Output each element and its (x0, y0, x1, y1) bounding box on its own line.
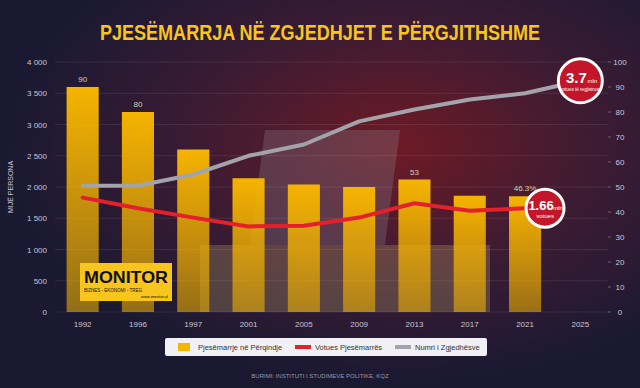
line (83, 198, 525, 227)
y2-tick-label: 40 (616, 208, 625, 217)
x-tick-label: 2021 (516, 320, 534, 329)
y2-tick-label: 10 (616, 283, 625, 292)
y2-tick-label: 20 (616, 258, 625, 267)
x-tick-label: 1996 (129, 320, 147, 329)
bar (288, 185, 320, 313)
logo-url: www.monitor.al (141, 294, 168, 299)
annotation-circle (526, 189, 564, 227)
annotation-caption: votues (536, 213, 554, 219)
x-tick-label: 1992 (74, 320, 92, 329)
y2-tick (608, 112, 611, 113)
y2-tick (608, 137, 611, 138)
annotation: 1.66mln votues (526, 189, 564, 227)
annotation-unit: mln (588, 78, 598, 84)
y-tick-label: 0 (43, 308, 48, 317)
logo-name: MONITOR (84, 268, 168, 287)
annotation-caption: votues të regjistruar (560, 87, 601, 92)
legend-swatch (178, 343, 190, 351)
data-label: 53 (410, 168, 419, 177)
legend-label: Numri i Zgjedhësve (415, 343, 480, 352)
legend: Pjesëmarrje në Përqindje Votues Pjesëmarr… (165, 338, 487, 356)
y2-tick (608, 262, 611, 263)
logo-tagline: BIZNES - EKONOMI - TREG (84, 288, 142, 293)
y2-tick (608, 237, 611, 238)
y2-tick (608, 162, 611, 163)
y2-tick-label: 90 (616, 83, 625, 92)
y2-tick-label: 60 (616, 158, 625, 167)
line (83, 81, 581, 186)
bar (343, 187, 375, 312)
y2-tick-label: 30 (616, 233, 625, 242)
legend-swatch (395, 345, 411, 349)
bar (398, 180, 430, 313)
y2-tick-label: 70 (616, 133, 625, 142)
y2-tick (608, 287, 611, 288)
legend-swatch (295, 345, 311, 349)
x-tick-label: 2001 (240, 320, 258, 329)
background (0, 0, 640, 388)
data-label: 90 (78, 75, 87, 84)
bar (233, 178, 265, 312)
y2-tick-label: 80 (616, 108, 625, 117)
y-tick-label: 1 000 (27, 246, 48, 255)
chart: PJESËMARRJA NË ZGJEDHJET E PËRGJITHSHME 0… (0, 0, 640, 388)
x-tick-label: 2025 (571, 320, 589, 329)
x-tick-label: 2013 (406, 320, 424, 329)
annotation-unit: mln (553, 205, 563, 211)
x-tick-label: 2009 (350, 320, 368, 329)
source: BURIMI: INSTITUTI I STUDIMEVE POLITIKE, … (251, 373, 389, 379)
legend-box (165, 338, 487, 356)
logo: MONITORBIZNES - EKONOMI - TREGwww.monito… (80, 263, 172, 301)
y-tick-label: 2 000 (27, 183, 48, 192)
y2-tick-label: 100 (613, 58, 627, 67)
labels: 90805346.3%3.7mlnvotues të regjistruar1.… (78, 59, 602, 228)
y2-tick (608, 62, 611, 63)
y2-tick (608, 87, 611, 88)
y-tick-label: 4 000 (27, 58, 48, 67)
y2-tick (608, 187, 611, 188)
annotation-value: 3.7 (566, 69, 587, 86)
legend-label: Pjesëmarrje në Përqindje (198, 343, 282, 352)
x-tick-label: 2017 (461, 320, 479, 329)
y-tick-label: 500 (34, 277, 48, 286)
y2-tick (608, 212, 611, 213)
bar (454, 196, 486, 312)
marks (67, 81, 581, 312)
annotation: 3.7mln votues të regjistruar (558, 59, 602, 103)
grid-line (55, 62, 608, 63)
y2-tick-label: 0 (618, 308, 623, 317)
legend-label: Votues Pjesëmarrës (315, 343, 382, 352)
x-tick-label: 2005 (295, 320, 313, 329)
y-tick-label: 2 500 (27, 152, 48, 161)
title: PJESËMARRJA NË ZGJEDHJET E PËRGJITHSHME (100, 20, 540, 45)
y-tick-label: 3 000 (27, 121, 48, 130)
y-tick-label: 3 500 (27, 89, 48, 98)
annotation-value: 1.66 (528, 198, 553, 213)
y-axis-label: MIJË PERSONA (7, 161, 14, 213)
y-tick-label: 1 500 (27, 214, 48, 223)
x-tick-label: 1997 (184, 320, 202, 329)
annotation-circle (558, 59, 602, 103)
background-glow (0, 0, 640, 388)
logo-box (80, 263, 172, 301)
y2-tick-label: 50 (616, 183, 625, 192)
data-label: 80 (133, 100, 142, 109)
y2-tick (608, 312, 611, 313)
